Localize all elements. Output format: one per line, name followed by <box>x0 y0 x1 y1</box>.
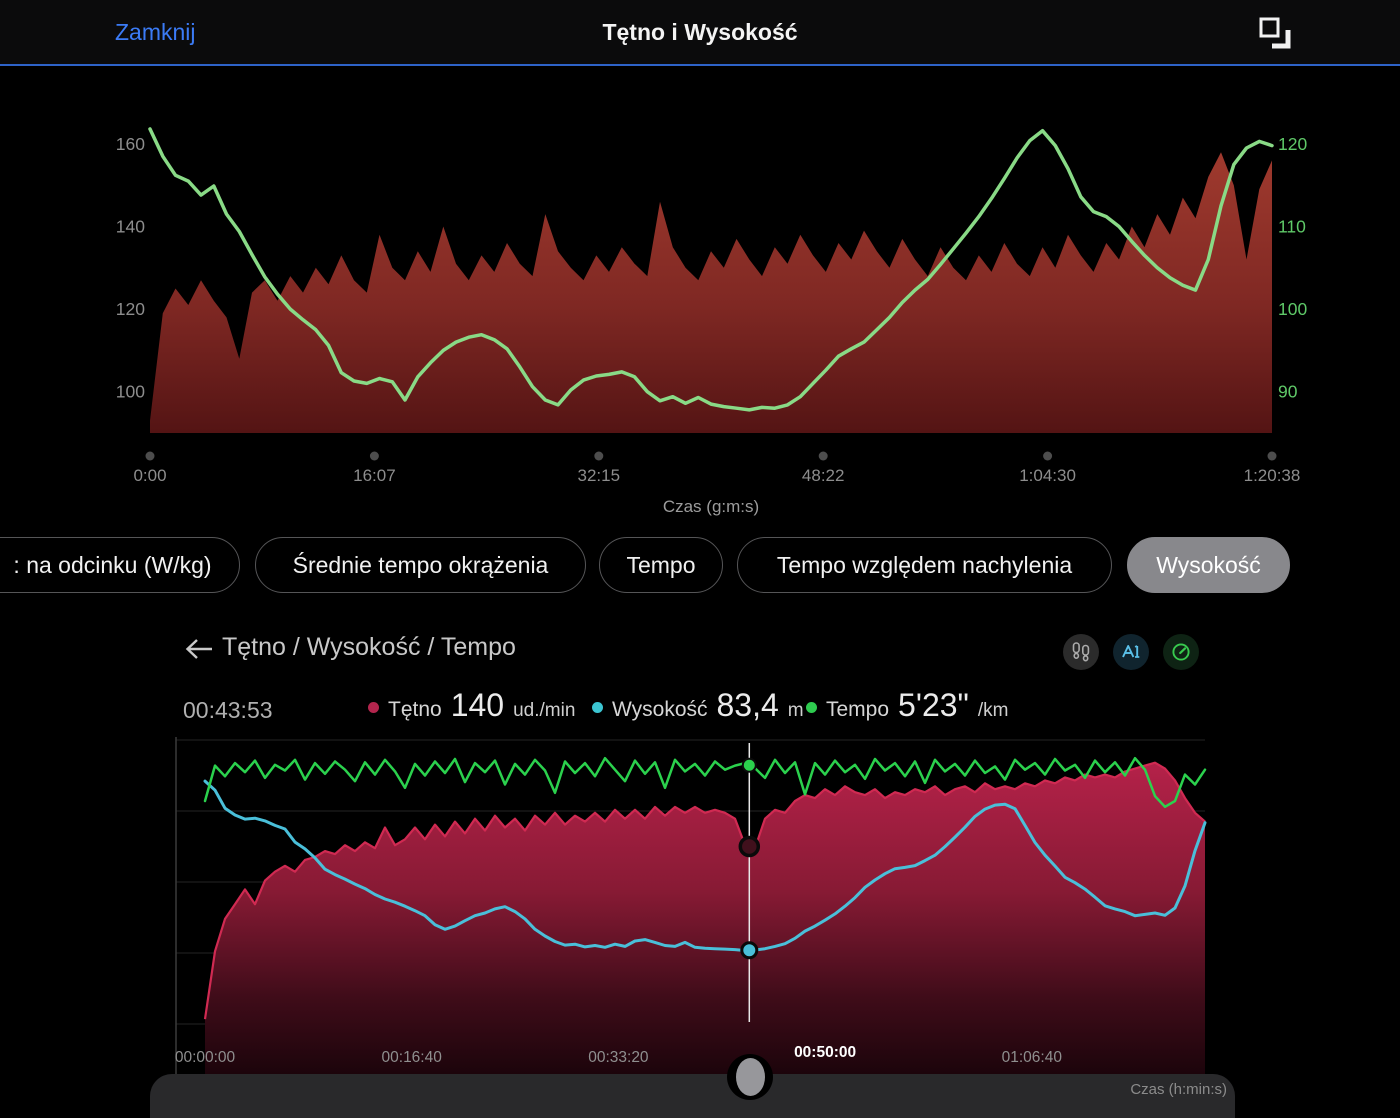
x-tick-label: 00:33:20 <box>588 1049 649 1066</box>
pill-tempo[interactable]: Tempo <box>599 537 723 593</box>
x-tick-dot <box>594 451 604 461</box>
page-title: Tętno i Wysokość <box>602 18 798 45</box>
top-navigation-bar: Zamknij Tętno i Wysokość <box>0 0 1400 66</box>
cursor-heart-rate-marker <box>738 835 761 858</box>
metric-label: Wysokość <box>612 698 708 721</box>
lower-heart-rate-area <box>205 762 1205 1074</box>
elevation-dot <box>592 701 603 713</box>
arrow-left-icon <box>185 638 212 659</box>
right-axis-tick: 90 <box>1278 382 1298 402</box>
x-tick-label: 16:07 <box>353 466 396 485</box>
pill-srednie-tempo-okrazenia[interactable]: Średnie tempo okrążenia <box>255 537 586 593</box>
left-axis-tick: 120 <box>116 299 145 319</box>
x-tick-label: 00:00:00 <box>175 1049 236 1066</box>
x-tick-label: 1:20:38 <box>1244 466 1301 485</box>
close-button[interactable]: Zamknij <box>115 0 196 64</box>
lower-elevation-line <box>203 779 1207 952</box>
x-tick-label-highlight: 00:50:00 <box>794 1044 856 1061</box>
cursor-elevation-marker <box>740 941 759 960</box>
accent-underline <box>0 64 1400 66</box>
back-button[interactable] <box>180 632 218 668</box>
x-tick-label: 0:00 <box>133 466 166 485</box>
left-axis-tick: 100 <box>116 382 145 402</box>
right-axis-tick: 110 <box>1278 217 1306 237</box>
scrubber-handle[interactable] <box>736 1058 765 1096</box>
x-axis-title: Czas (g:m:s) <box>663 497 759 516</box>
pill-wysokosc[interactable]: Wysokość <box>1127 537 1290 593</box>
metric-heart-rate: Tętno 140 ud./min <box>368 687 575 724</box>
overlay-windows-icon-glyph <box>1259 17 1291 49</box>
x-tick-label: 48:22 <box>802 466 845 485</box>
x-tick-label: 00:16:40 <box>382 1049 443 1066</box>
overlay-windows-icon[interactable] <box>1258 16 1292 50</box>
right-axis-tick: 100 <box>1278 299 1307 319</box>
pill-na-odcinku[interactable]: : na odcinku (W/kg) <box>0 537 240 593</box>
x-axis-label: Czas (h:min:s) <box>1130 1081 1227 1098</box>
metric-value: 83,4 <box>716 687 779 723</box>
metric-value: 140 <box>450 687 505 723</box>
top-elevation-line <box>148 127 1274 412</box>
x-tick-dot <box>1267 451 1277 461</box>
x-tick-dot <box>145 451 155 461</box>
top-heart-rate-area <box>150 152 1272 433</box>
x-tick-label: 32:15 <box>578 466 621 485</box>
x-tick-label: 1:04:30 <box>1019 466 1076 485</box>
metric-label: Tempo <box>826 698 890 721</box>
left-axis-tick: 160 <box>116 134 145 154</box>
metric-label: Tętno <box>388 698 442 721</box>
x-tick-dot <box>818 451 828 461</box>
cursor-pace-marker <box>741 757 757 773</box>
metric-pace: Tempo 5'23" /km <box>806 687 1009 724</box>
footprints-icon[interactable] <box>1063 634 1099 670</box>
gauge-icon[interactable] <box>1163 634 1199 670</box>
right-axis-tick: 120 <box>1278 134 1307 154</box>
altitude-icon[interactable] <box>1113 634 1149 670</box>
metric-value: 5'23" <box>898 687 969 723</box>
heart-rate-dot <box>368 701 379 713</box>
lower-pace-line <box>203 756 1207 809</box>
top-chart: 160 140 120 100 120 110 100 90 0:00 16:07 32:15 48:… <box>116 127 1307 516</box>
left-axis-tick: 140 <box>116 217 145 237</box>
panel-title: Tętno / Wysokość / Tempo <box>222 633 516 661</box>
metric-unit: ud./min <box>513 700 576 721</box>
time-scrubber-bar[interactable]: Czas (h:min:s) <box>150 1074 1235 1118</box>
pace-dot <box>806 701 817 713</box>
x-tick-dot <box>369 451 379 461</box>
x-tick-label: 01:06:40 <box>1002 1049 1063 1066</box>
pill-tempo-wzgledem-nachylenia[interactable]: Tempo względem nachylenia <box>737 537 1112 593</box>
metric-elevation: Wysokość 83,4 m <box>592 687 804 724</box>
metric-pill-row: : na odcinku (W/kg) Średnie tempo okrąże… <box>0 537 1400 594</box>
metric-unit: /km <box>977 700 1009 721</box>
cursor-time: 00:43:53 <box>183 697 273 723</box>
lower-heart-rate-edge <box>203 761 1206 1020</box>
metric-unit: m <box>787 700 804 721</box>
lower-chart[interactable]: 00:00:00 00:16:40 00:33:20 00:50:00 01:06:40 <box>175 737 1207 1074</box>
x-tick-dot <box>1043 451 1053 461</box>
